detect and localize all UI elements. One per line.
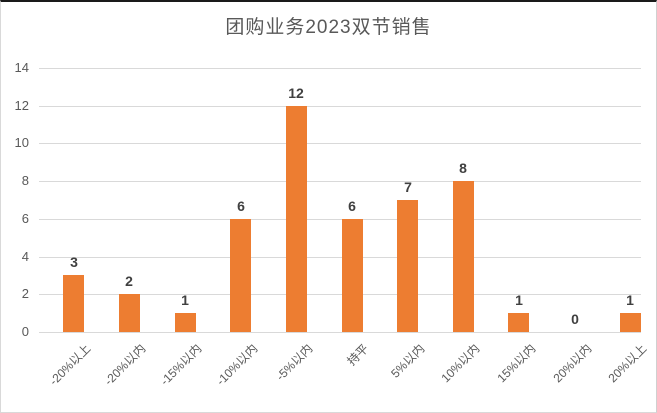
x-axis-tick-label: 20%以上 xyxy=(605,341,650,386)
x-axis-tick-label: -5%以内 xyxy=(273,341,316,384)
y-axis-tick-label: 6 xyxy=(21,211,29,226)
bar-持平[interactable] xyxy=(342,219,363,332)
data-label: 12 xyxy=(288,85,304,101)
y-axis-tick-label: 14 xyxy=(14,60,29,75)
x-axis-tick-label: 20%以内 xyxy=(550,341,595,386)
x-axis-tick-label: 15%以内 xyxy=(494,341,539,386)
gridline xyxy=(39,332,641,333)
x-axis-tick-label: -15%以内 xyxy=(157,341,205,389)
data-label: 1 xyxy=(515,292,523,308)
data-label: 3 xyxy=(70,254,78,270)
x-axis-tick-label: 5%以内 xyxy=(388,341,428,381)
bar-15%以内[interactable] xyxy=(508,313,529,332)
gridline xyxy=(39,181,641,182)
x-axis-tick-label: -10%以内 xyxy=(213,341,261,389)
bar-5%以内[interactable] xyxy=(397,200,418,332)
bar--15%以内[interactable] xyxy=(175,313,196,332)
bar-20%以上[interactable] xyxy=(620,313,641,332)
gridline xyxy=(39,68,641,69)
data-label: 6 xyxy=(237,198,245,214)
x-axis-tick-label: -20%以内 xyxy=(101,341,149,389)
x-axis-tick-label: -20%以上 xyxy=(46,341,94,389)
data-label: 0 xyxy=(571,311,579,327)
bar--5%以内[interactable] xyxy=(286,106,307,332)
data-label: 2 xyxy=(125,273,133,289)
y-axis-tick-label: 0 xyxy=(21,324,29,339)
y-axis-tick-label: 8 xyxy=(21,173,29,188)
gridline xyxy=(39,294,641,295)
y-axis-tick-label: 4 xyxy=(21,249,29,264)
bar--20%以内[interactable] xyxy=(119,294,140,332)
data-label: 6 xyxy=(348,198,356,214)
y-axis-tick-label: 12 xyxy=(14,98,29,113)
gridline xyxy=(39,106,641,107)
gridline xyxy=(39,257,641,258)
bar-10%以内[interactable] xyxy=(453,181,474,332)
chart-title: 团购业务2023双节销售 xyxy=(225,17,432,38)
y-axis-tick-label: 10 xyxy=(14,135,29,150)
bar--20%以上[interactable] xyxy=(63,275,84,332)
gridline xyxy=(39,143,641,144)
data-label: 7 xyxy=(404,179,412,195)
gridline xyxy=(39,219,641,220)
data-label: 1 xyxy=(181,292,189,308)
data-label: 8 xyxy=(459,160,467,176)
data-label: 1 xyxy=(626,292,634,308)
y-axis-tick-label: 2 xyxy=(21,286,29,301)
x-axis-tick-label: 持平 xyxy=(344,341,372,369)
bar--10%以内[interactable] xyxy=(230,219,251,332)
x-axis-tick-label: 10%以内 xyxy=(438,341,483,386)
